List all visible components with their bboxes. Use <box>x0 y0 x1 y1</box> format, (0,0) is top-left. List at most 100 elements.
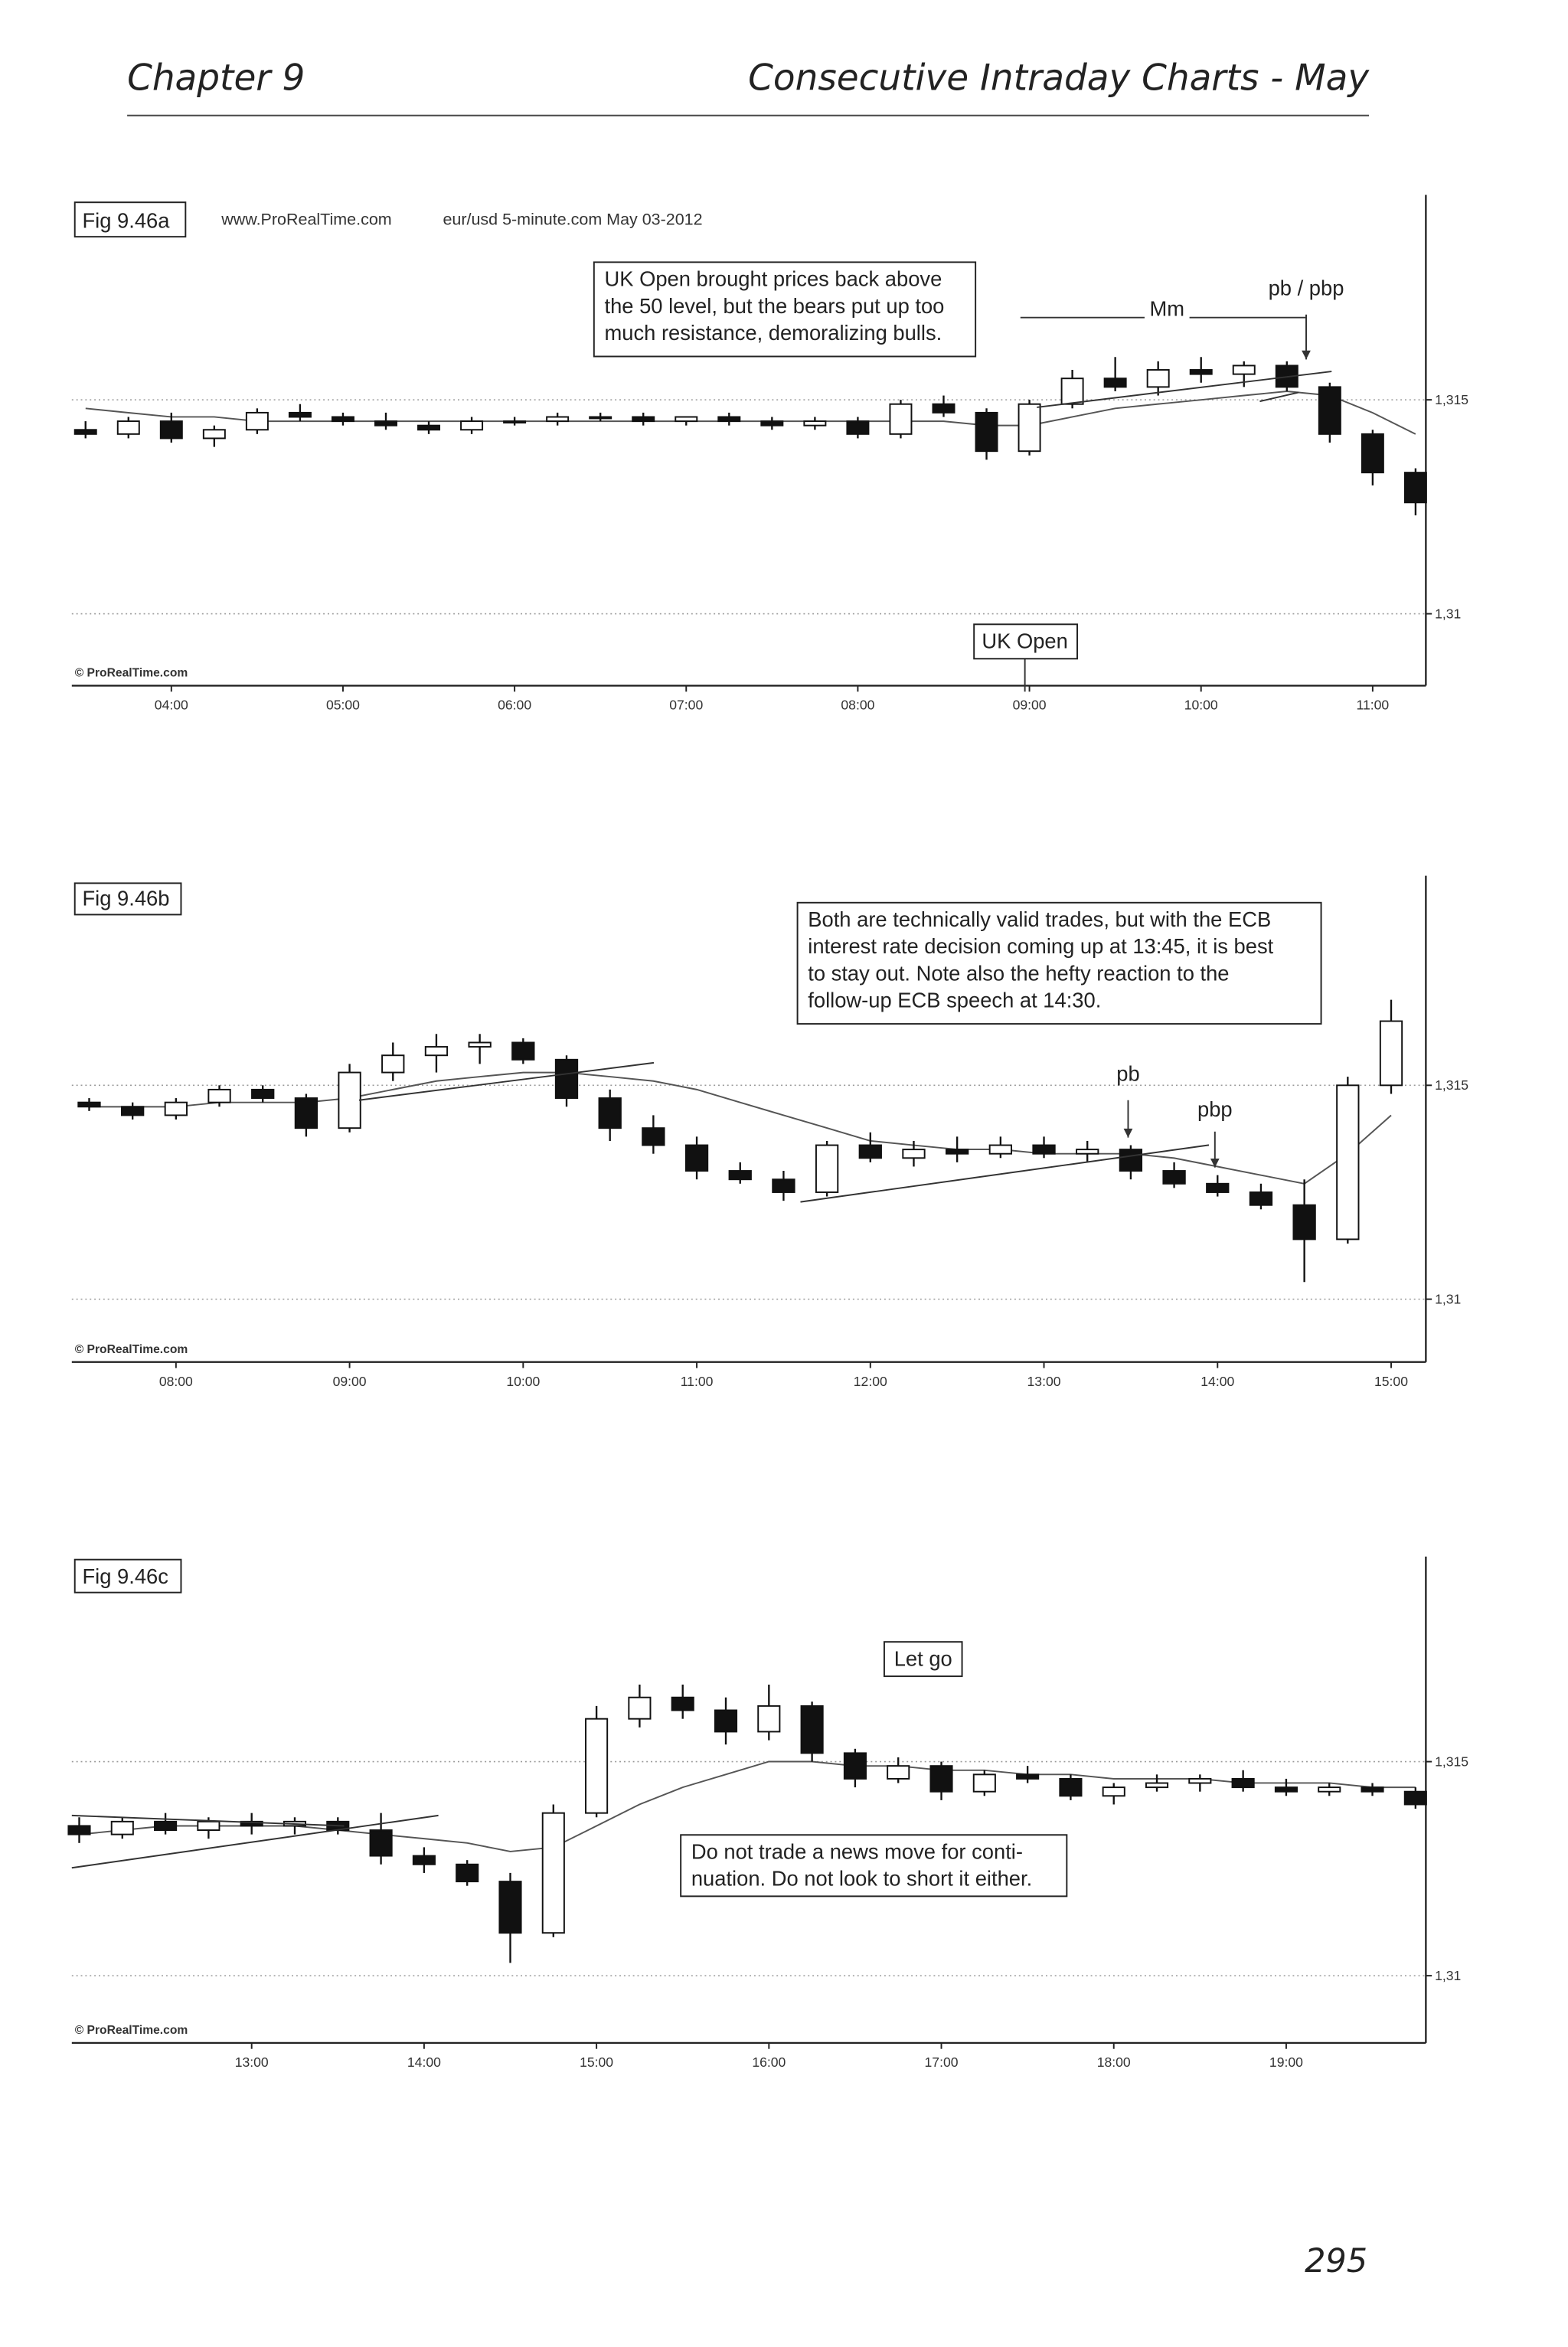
candle-body <box>1336 1084 1360 1241</box>
x-tick-label: 06:00 <box>498 698 531 713</box>
trend-line <box>1259 391 1299 403</box>
chapter: Chapter 9 <box>127 57 305 100</box>
candle-body <box>846 420 870 435</box>
annotation: Mm <box>1149 297 1184 321</box>
x-tick-label: 04:00 <box>155 698 188 713</box>
candle-body <box>1361 433 1384 474</box>
candle-body <box>887 1765 910 1780</box>
candle-body <box>503 420 527 424</box>
candle-body <box>381 1054 405 1074</box>
annotation: UK Open brought prices back above <box>604 267 942 291</box>
candle-body <box>1274 1786 1298 1793</box>
candle-body <box>412 1855 436 1865</box>
candle-body <box>288 411 312 418</box>
trend-line <box>800 1144 1210 1203</box>
candle-body <box>498 1881 522 1934</box>
x-tick-label: 08:00 <box>841 698 874 713</box>
candle-body <box>585 1718 609 1814</box>
trend-line <box>71 1814 345 1827</box>
annotation-box <box>680 1834 1068 1898</box>
y-tick-label: 1,315 <box>1435 392 1468 407</box>
trend-line <box>358 1061 655 1101</box>
x-tick-label: 13:00 <box>1027 1374 1061 1389</box>
candle-body <box>1361 1786 1384 1793</box>
candle-body <box>110 1820 134 1835</box>
candle-body <box>589 416 612 420</box>
x-tick-label: 09:00 <box>1013 698 1047 713</box>
page-number: 295 <box>1305 2242 1367 2280</box>
candle-body <box>902 1149 926 1159</box>
watermark: © ProRealTime.com <box>75 667 188 680</box>
arrow-head <box>1123 1128 1133 1138</box>
candle-body <box>714 1709 738 1733</box>
x-tick-label: 10:00 <box>1184 698 1218 713</box>
candle-body <box>251 1088 275 1100</box>
candle-body <box>1292 1204 1316 1241</box>
x-tick-label: 16:00 <box>752 2054 786 2070</box>
figure-label-box <box>74 1558 182 1594</box>
candle-body <box>1318 1786 1341 1793</box>
annotation: to stay out. Note also the hefty reactio… <box>808 961 1229 985</box>
source: www.ProRealTime.com <box>220 211 391 229</box>
candle-body <box>1403 1790 1427 1806</box>
y-tick-label: 1,31 <box>1435 606 1461 621</box>
annotation: pb / pbp <box>1269 276 1344 299</box>
trend-line <box>71 1814 439 1869</box>
candle-body <box>331 416 354 423</box>
candle-body <box>889 403 913 435</box>
annotation: Let go <box>894 1646 952 1670</box>
candle-body <box>338 1071 361 1129</box>
candle-body <box>1231 1777 1255 1789</box>
candle-body <box>975 411 998 453</box>
candle-body <box>369 1829 393 1857</box>
x-tick-label: 15:00 <box>580 2054 613 2070</box>
candle-body <box>1188 1777 1212 1784</box>
candle-body <box>77 1101 101 1108</box>
candle-body <box>468 1041 492 1048</box>
candle-body <box>1076 1149 1099 1155</box>
watermark: © ProRealTime.com <box>75 1343 188 1356</box>
candle-body <box>460 420 484 431</box>
candle-body <box>1102 1786 1125 1797</box>
candle-body <box>772 1178 795 1193</box>
annotation: the 50 level, but the bears put up too <box>604 294 944 318</box>
candle-body <box>164 1101 188 1116</box>
candle-body <box>1249 1191 1273 1206</box>
annotation: pbp <box>1197 1097 1233 1121</box>
annotation: Do not trade a news move for conti- <box>691 1840 1023 1864</box>
candle-body <box>374 420 397 427</box>
candle-body <box>988 1144 1012 1155</box>
annotation-box <box>796 901 1322 1025</box>
candle-body <box>628 1696 652 1720</box>
candle-body <box>67 1825 91 1835</box>
candle-body <box>671 1696 694 1711</box>
candle-body <box>202 429 226 440</box>
candle-body <box>245 411 269 431</box>
annotation-box <box>973 623 1078 660</box>
figure-label: Fig 9.46c <box>82 1564 168 1588</box>
candle-body <box>1119 1149 1143 1172</box>
candle-body <box>946 1149 969 1155</box>
candle-body <box>815 1144 839 1193</box>
candle-body <box>1059 1777 1083 1797</box>
candle-body <box>642 1127 665 1146</box>
candle-body <box>757 1705 781 1733</box>
candle-body <box>1032 1144 1056 1155</box>
candle-body <box>632 416 655 423</box>
x-tick-label: 10:00 <box>506 1374 540 1389</box>
x-tick-label: 12:00 <box>854 1374 887 1389</box>
candle-body <box>760 420 784 427</box>
trend-line <box>1037 371 1332 408</box>
arrow-head <box>1210 1158 1220 1168</box>
candle-body <box>417 424 441 431</box>
y-tick-label: 1,31 <box>1435 1291 1461 1306</box>
candle-body <box>843 1752 867 1780</box>
candle-body <box>717 416 741 423</box>
x-tick-label: 09:00 <box>333 1374 367 1389</box>
figure-label-box <box>74 201 187 238</box>
candle-body <box>116 420 140 435</box>
figure-label: Fig 9.46b <box>82 887 169 910</box>
candle-body <box>511 1041 535 1061</box>
x-tick-label: 13:00 <box>235 2054 269 2070</box>
candle-body <box>728 1170 752 1181</box>
